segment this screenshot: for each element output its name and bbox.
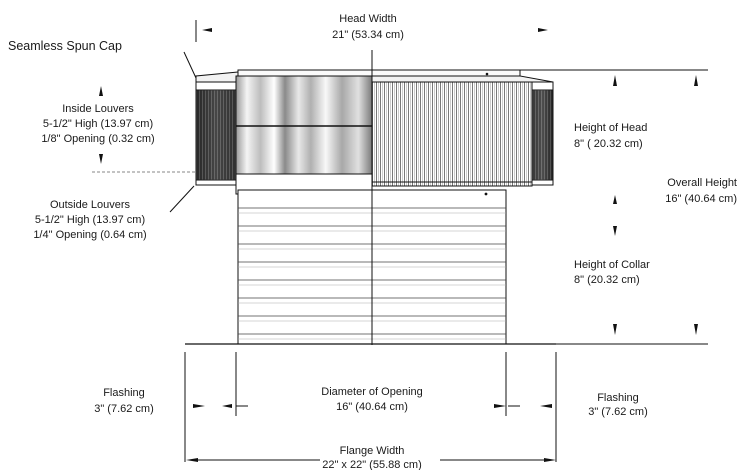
head-width-dimension (195, 20, 548, 42)
flashing-right-title: Flashing (597, 392, 639, 404)
height-dimension-guides (520, 69, 708, 345)
head-width-value: 21" (53.34 cm) (332, 29, 404, 41)
flashing-left-title: Flashing (103, 387, 145, 399)
seamless-spun-cap-label: Seamless Spun Cap (8, 39, 122, 53)
inside-louvers-title: Inside Louvers (62, 103, 134, 115)
overall-height-title: Overall Height (667, 177, 737, 189)
diameter-of-opening-value: 16" (40.64 cm) (336, 401, 408, 413)
turbine-head (195, 69, 554, 200)
flashing-left-value: 3" (7.62 cm) (94, 403, 154, 415)
outside-louvers-high: 5-1/2" High (13.97 cm) (35, 214, 145, 226)
flange-width-value: 22" x 22" (55.88 cm) (322, 459, 422, 470)
height-of-collar-title: Height of Collar (574, 259, 650, 271)
flange-width-title: Flange Width (340, 445, 405, 457)
outside-louvers-opening: 1/4" Opening (0.64 cm) (33, 229, 146, 241)
height-of-head-title: Height of Head (574, 122, 647, 134)
inside-louvers-opening: 1/8" Opening (0.32 cm) (41, 133, 154, 145)
head-width-title: Head Width (339, 13, 396, 25)
overall-height-value: 16" (40.64 cm) (665, 193, 737, 205)
inside-louvers-high: 5-1/2" High (13.97 cm) (43, 118, 153, 130)
height-of-collar-value: 8" (20.32 cm) (574, 274, 640, 286)
bottom-dimension-guides (184, 352, 557, 462)
height-of-head-value: 8" ( 20.32 cm) (574, 138, 643, 150)
flashing-right-value: 3" (7.62 cm) (588, 406, 648, 418)
outside-louvers-title: Outside Louvers (50, 199, 131, 211)
diameter-of-opening-title: Diameter of Opening (321, 386, 423, 398)
inside-louvers-markers (92, 86, 196, 173)
inside-louvers-section (235, 75, 373, 195)
outside-louvers-section (371, 81, 533, 187)
